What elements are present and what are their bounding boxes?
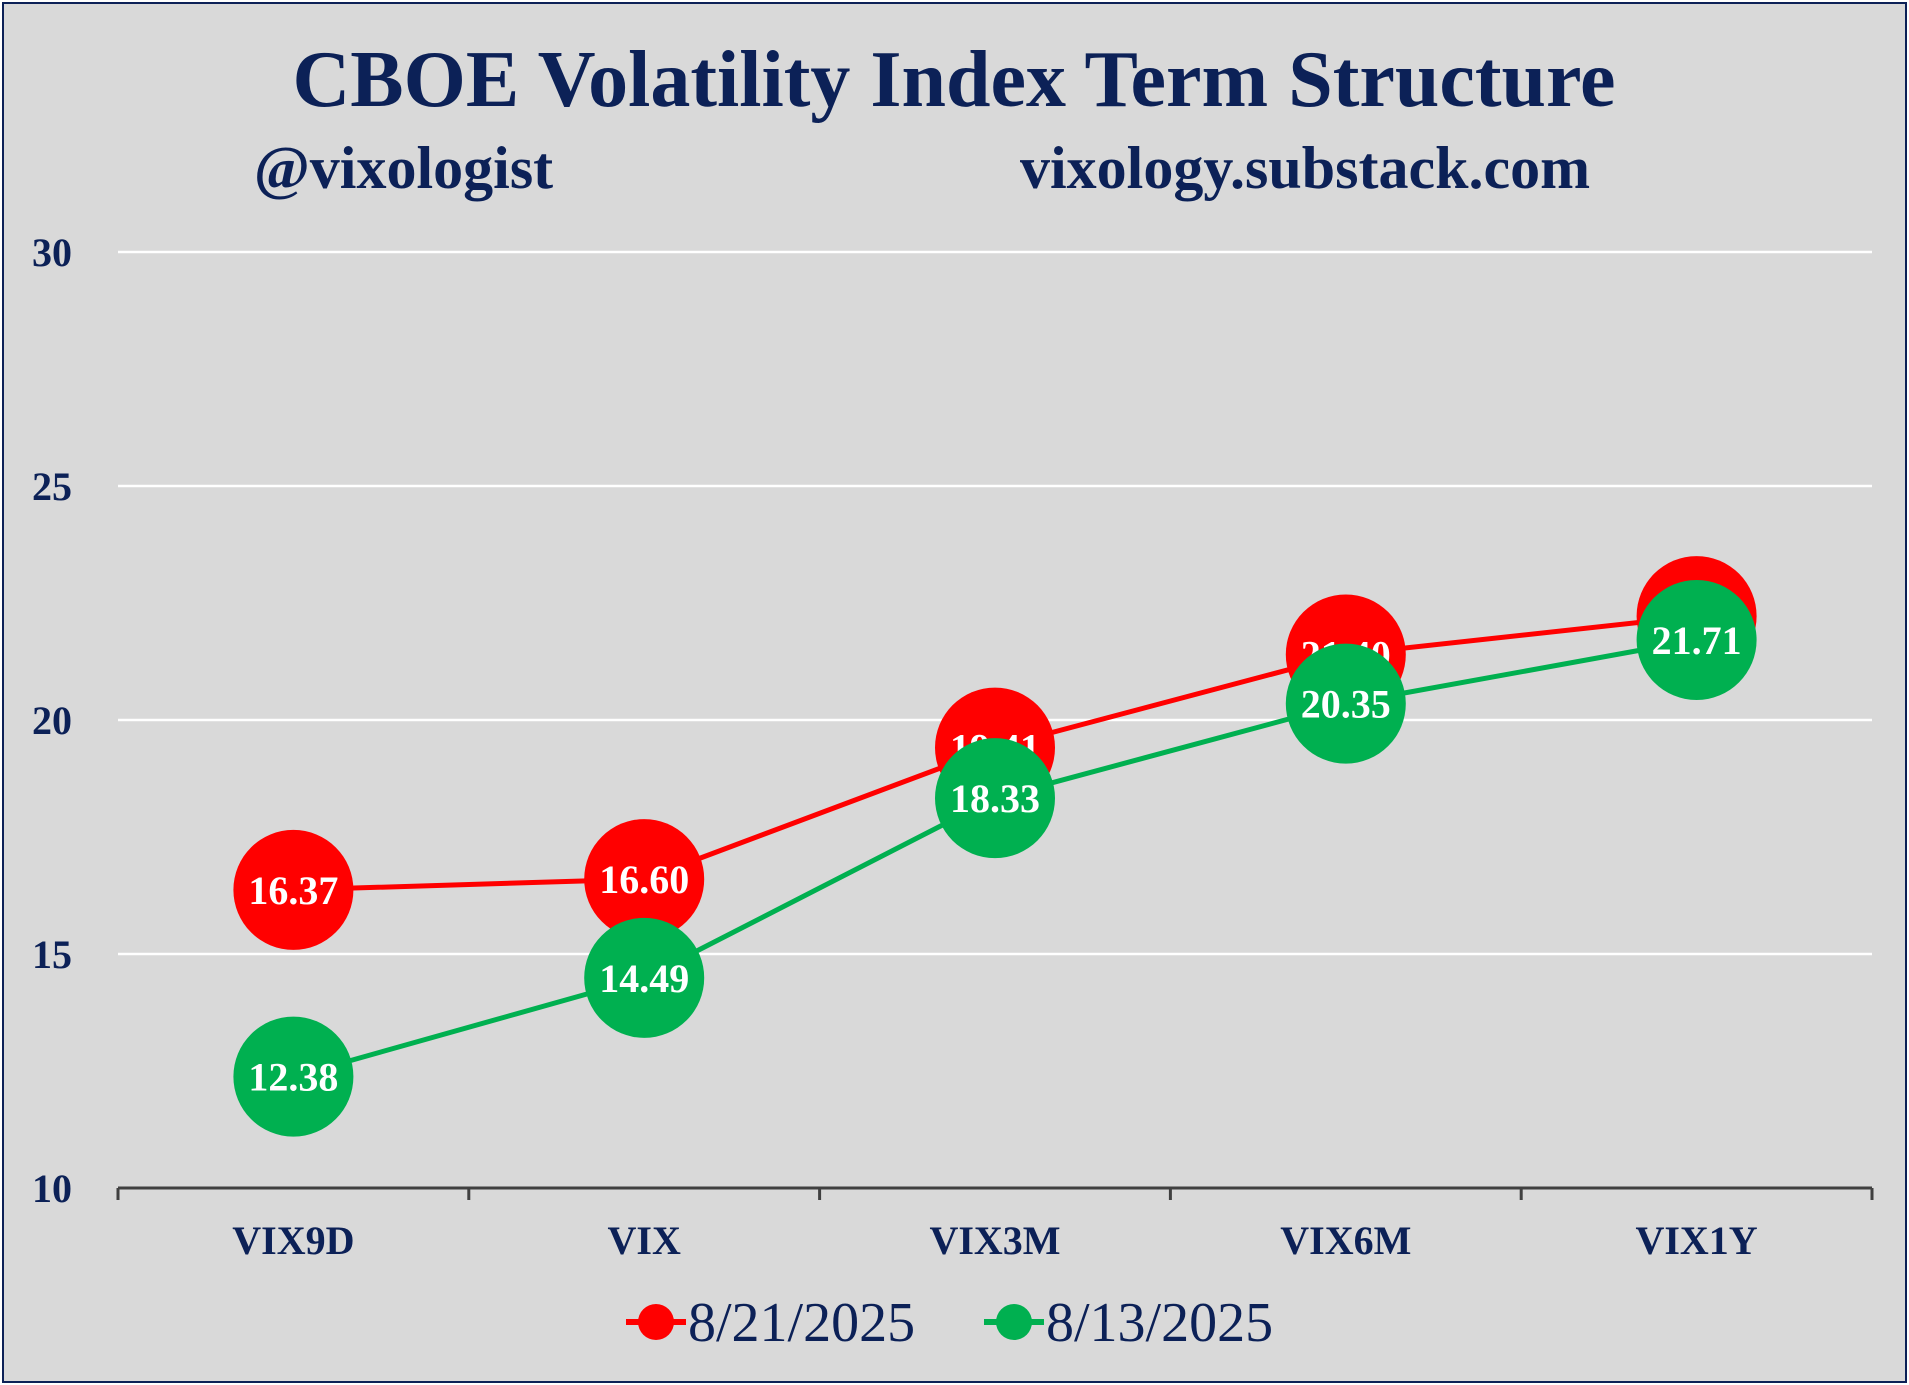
x-tick-label: VIX3M: [929, 1218, 1060, 1263]
y-tick-label: 15: [32, 932, 72, 977]
x-axis: VIX9D VIX VIX3M VIX6M VIX1Y: [116, 1186, 1874, 1263]
y-tick-label: 30: [32, 230, 72, 275]
y-tick-label: 20: [32, 698, 72, 743]
x-tick-label: VIX1Y: [1635, 1218, 1757, 1263]
data-point-label: 16.60: [599, 857, 689, 902]
legend-label: 8/13/2025: [1046, 1292, 1273, 1354]
data-point-marker: [935, 738, 1055, 859]
data-point-label: 18.33: [950, 776, 1040, 821]
data-point-marker: [1285, 643, 1406, 764]
chart-title: CBOE Volatility Index Term Structure: [292, 36, 1615, 124]
y-tick-label: 10: [32, 1166, 72, 1211]
data-point-marker: [233, 829, 354, 950]
x-tick-label: VIX9D: [232, 1218, 354, 1263]
data-point-marker: [233, 1016, 354, 1137]
x-tick-label: VIX: [608, 1218, 681, 1263]
data-point-marker: [1636, 579, 1757, 700]
y-axis-ticks: 10 15 20 25 30: [32, 230, 72, 1211]
legend-label: 8/21/2025: [688, 1292, 915, 1354]
subtitle-website: vixology.substack.com: [1020, 135, 1590, 201]
series-markers: 16.3716.6019.4121.4022.2212.3814.4918.33…: [233, 556, 1757, 1137]
legend-marker: [996, 1304, 1032, 1340]
legend-marker: [638, 1304, 674, 1340]
data-point-label: 21.71: [1652, 618, 1742, 663]
legend: 8/21/2025 8/13/2025: [626, 1292, 1273, 1354]
data-point-label: 14.49: [599, 956, 689, 1001]
subtitle-handle: @vixologist: [254, 135, 553, 201]
data-point-marker: [584, 917, 705, 1038]
x-tick-label: VIX6M: [1280, 1218, 1411, 1263]
data-point-label: 16.37: [248, 868, 338, 913]
data-point-label: 20.35: [1301, 682, 1391, 727]
data-point-label: 12.38: [248, 1055, 338, 1100]
y-tick-label: 25: [32, 464, 72, 509]
data-point-marker: [584, 819, 705, 940]
